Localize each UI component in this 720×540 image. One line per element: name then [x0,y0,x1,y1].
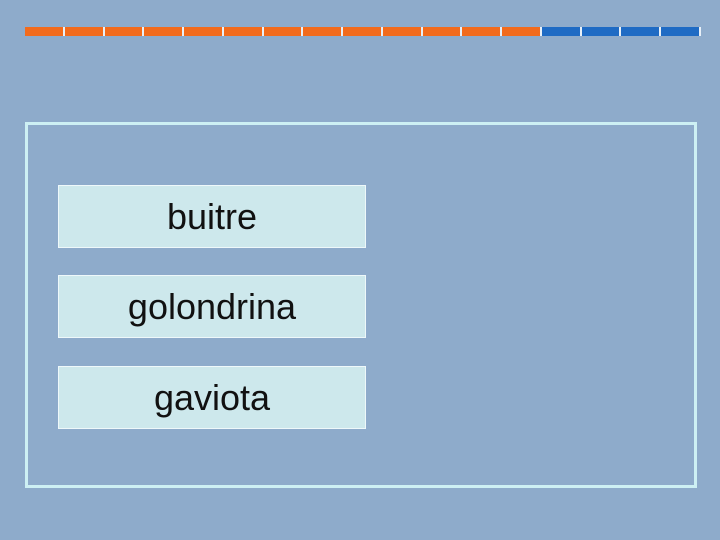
progress-segment [581,27,622,36]
progress-segment [263,27,304,36]
progress-segment [303,27,344,36]
progress-segment [104,27,145,36]
progress-segment [184,27,224,36]
frame [25,122,697,488]
option-button[interactable]: buitre [58,185,366,248]
progress-segment [223,27,264,36]
progress-segment [144,27,185,36]
progress-segment [502,27,542,36]
option-button[interactable]: gaviota [58,366,366,429]
progress-segment [382,27,423,36]
progress-segment [541,27,582,36]
option-button[interactable]: golondrina [58,275,366,338]
progress-segment [621,27,662,36]
progress-segment [64,27,105,36]
progress-segment [25,27,65,36]
progress-segment [422,27,463,36]
progress-segment [343,27,383,36]
progress-segment [661,27,702,36]
progress-bar [25,27,702,36]
progress-segment [462,27,503,36]
